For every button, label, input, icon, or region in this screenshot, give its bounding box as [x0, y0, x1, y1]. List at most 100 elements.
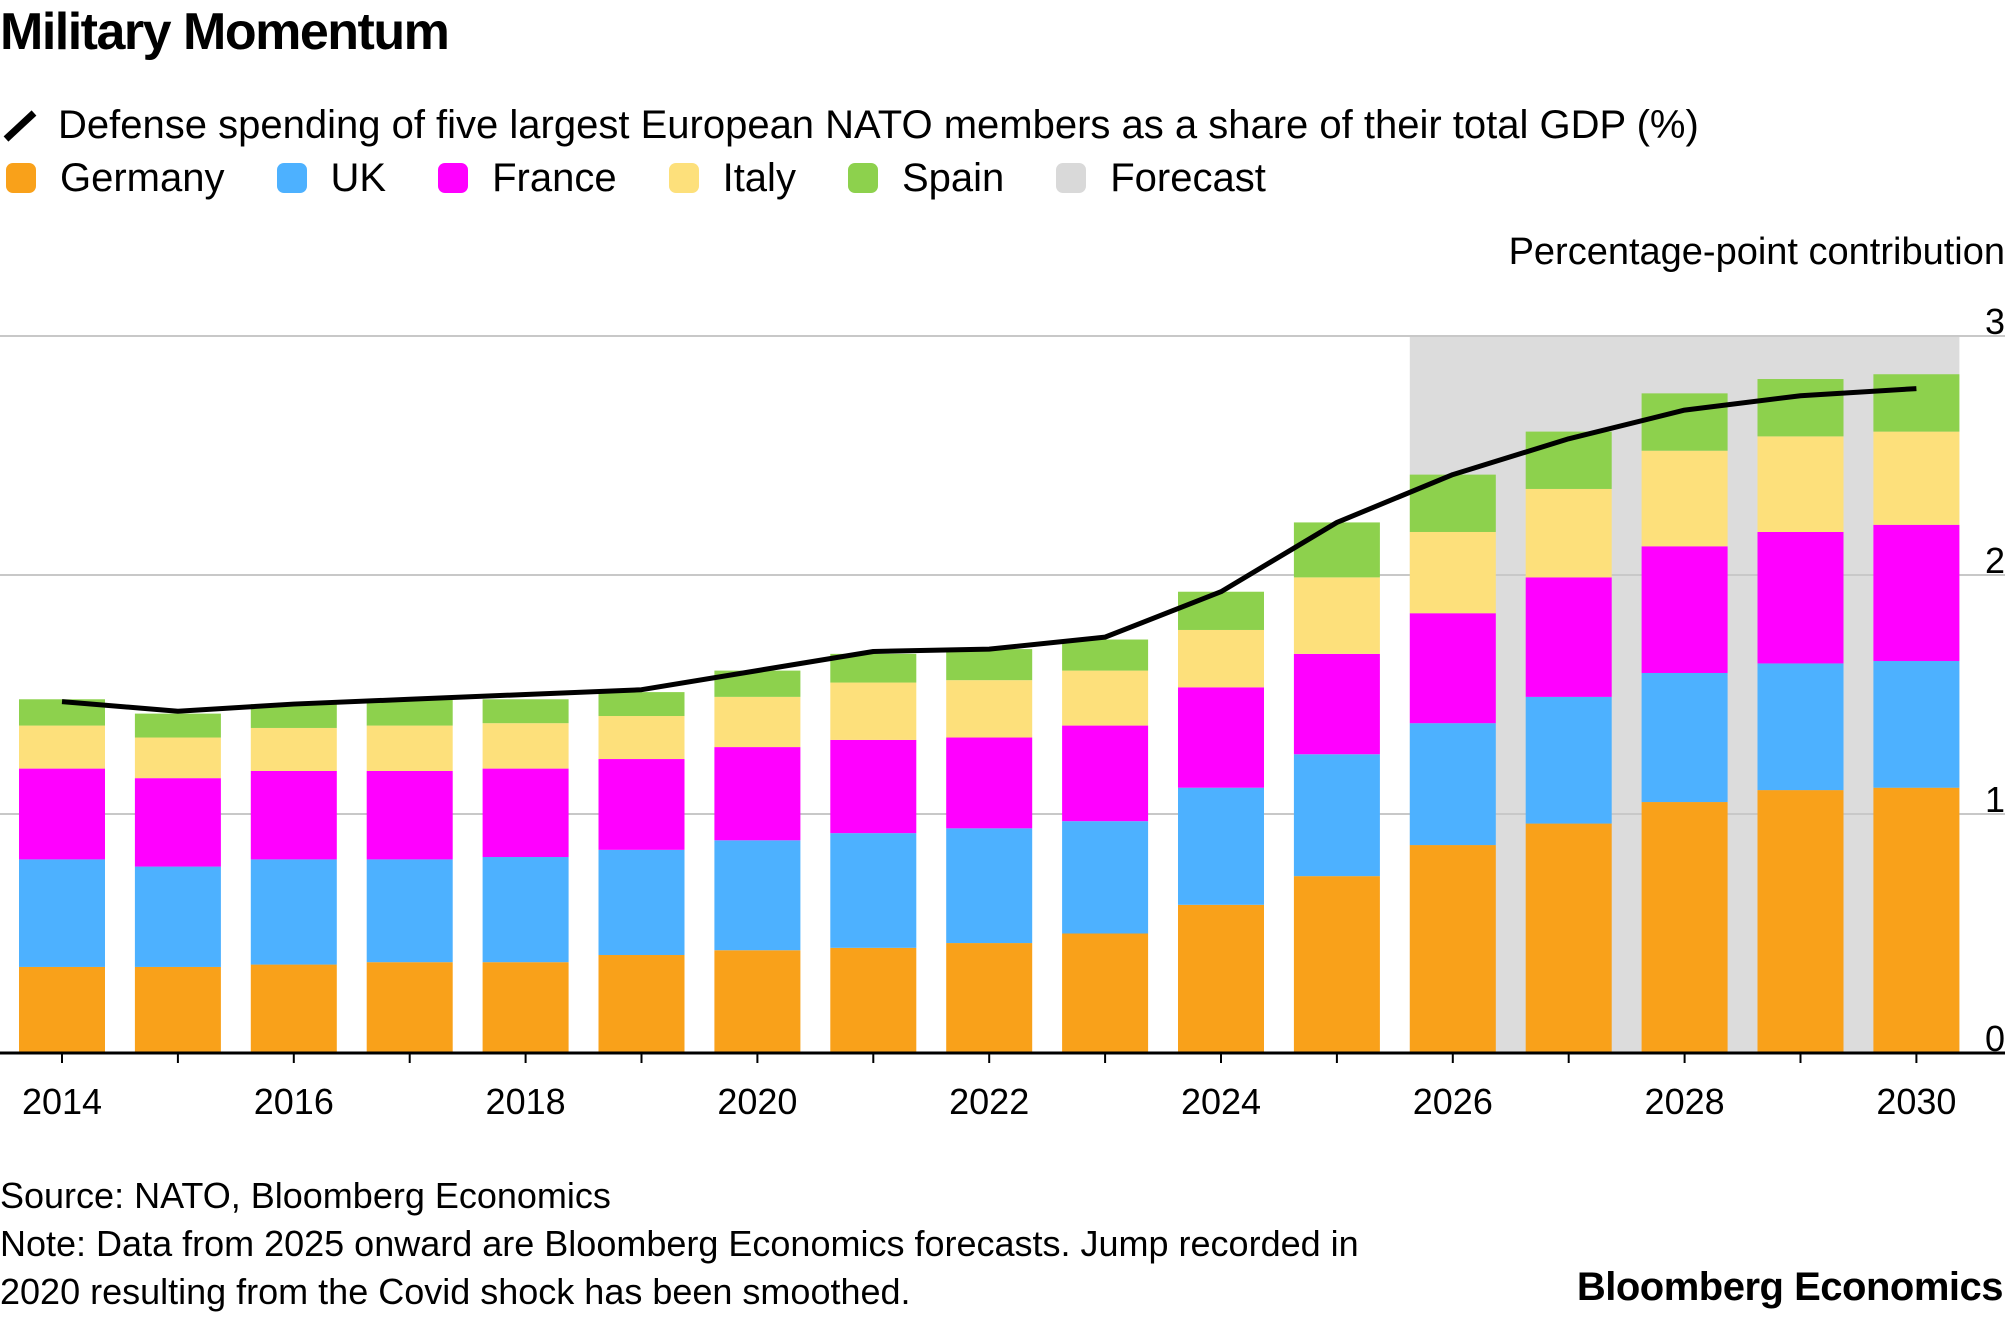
bar-segment-germany-2019: [598, 955, 685, 1053]
legend-item-forecast: Forecast: [1050, 156, 1266, 201]
bar-segment-france-2021: [830, 739, 917, 834]
bar-segment-spain-2019: [598, 692, 685, 717]
bar-segment-germany-2023: [1062, 933, 1149, 1053]
bar-segment-france-2026: [1409, 613, 1496, 724]
bar-segment-uk-2022: [946, 828, 1033, 944]
bar-segment-uk-2014: [19, 859, 105, 967]
bar-segment-italy-2015: [134, 737, 221, 779]
bar-segment-uk-2021: [830, 833, 917, 948]
bar-segment-germany-2014: [19, 966, 105, 1053]
bar-segment-france-2018: [482, 768, 569, 858]
legend-swatch-uk: [276, 163, 307, 193]
bar-segment-france-2025: [1293, 653, 1380, 755]
bar-segment-germany-2020: [714, 950, 801, 1053]
bar-segment-germany-2028: [1641, 802, 1728, 1053]
axis-labels-layer: 0 1 2 3 Percentage-point contribution 2014 201…: [22, 231, 2005, 1122]
legend-label-spain: Spain: [901, 155, 1005, 200]
source-note: Source: NATO, Bloomberg Economics: [0, 1175, 611, 1216]
bar-segment-germany-2029: [1757, 790, 1844, 1053]
bar-segment-france-2030: [1873, 524, 1960, 662]
footer: Source: NATO, Bloomberg Economics Note: …: [0, 1172, 1560, 1316]
bar-segment-italy-2020: [714, 696, 801, 748]
bar-segment-spain-2016: [250, 704, 337, 728]
bar-segment-spain-2024: [1178, 591, 1264, 630]
brand-logo-text: Bloomberg Economics: [1576, 1265, 2004, 1309]
x-tick-label-2030: 2030: [1876, 1081, 1956, 1122]
footnote-line-2: 2020 resulting from the Covid shock has …: [0, 1271, 911, 1312]
total-line-layer: [61, 386, 1917, 714]
legend-swatch-spain: [847, 163, 878, 193]
bar-segment-italy-2029: [1757, 436, 1844, 532]
bar-segment-uk-2018: [482, 857, 569, 963]
bar-segment-france-2022: [946, 737, 1033, 829]
bar-segment-italy-2016: [250, 727, 337, 771]
bar-segment-uk-2020: [714, 840, 801, 951]
bar-segment-uk-2017: [366, 859, 453, 963]
bar-segment-germany-2027: [1525, 823, 1612, 1053]
footnote-line-1: Note: Data from 2025 onward are Bloomber…: [0, 1223, 1359, 1264]
bar-segment-uk-2023: [1062, 821, 1149, 934]
bar-segment-italy-2023: [1062, 670, 1149, 726]
legend-swatch-germany: [6, 163, 36, 193]
bar-segment-italy-2017: [366, 725, 453, 771]
line-legend: Defense spending of five largest Europea…: [0, 98, 1699, 152]
bar-segment-italy-2014: [19, 725, 105, 769]
chart-title: Military Momentum: [0, 3, 450, 61]
x-tick-label-2016: 2016: [254, 1081, 334, 1122]
bar-segment-germany-2030: [1873, 787, 1960, 1053]
legend-swatch-france: [438, 163, 469, 193]
bar-segment-italy-2018: [482, 723, 569, 769]
bar-segment-france-2019: [598, 759, 685, 850]
bar-segment-germany-2022: [946, 943, 1033, 1053]
bar-segment-italy-2027: [1525, 488, 1612, 578]
bar-segment-uk-2019: [598, 849, 685, 956]
legend-item-italy: Italy: [663, 156, 796, 201]
bar-segment-uk-2027: [1525, 696, 1612, 824]
y-tick-label-1: 1: [1985, 779, 2005, 820]
x-tick-label-2020: 2020: [717, 1081, 797, 1122]
bar-segment-italy-2021: [830, 682, 917, 740]
bar-segment-italy-2024: [1178, 629, 1264, 688]
bar-segment-germany-2017: [366, 962, 453, 1053]
bar-segment-spain-2026: [1409, 474, 1496, 532]
bar-segment-france-2023: [1062, 725, 1149, 822]
bar-segment-spain-2030: [1873, 374, 1960, 432]
bar-segment-italy-2028: [1641, 450, 1728, 547]
bar-segment-uk-2028: [1641, 672, 1728, 803]
bar-segment-spain-2018: [482, 699, 569, 724]
x-tick-label-2024: 2024: [1181, 1081, 1261, 1122]
bar-segment-germany-2018: [482, 962, 569, 1053]
x-tick-label-2028: 2028: [1645, 1081, 1725, 1122]
legend-item-france: France: [432, 156, 617, 201]
x-tick-label-2014: 2014: [22, 1081, 102, 1122]
bar-segment-spain-2015: [134, 713, 221, 738]
y-tick-label-3: 3: [1985, 301, 2005, 342]
x-tick-label-2022: 2022: [949, 1081, 1029, 1122]
legend-swatch-italy: [668, 163, 699, 193]
line-legend-icon: [3, 110, 37, 142]
legend-item-uk: UK: [271, 156, 386, 201]
bar-segment-uk-2029: [1757, 663, 1844, 791]
bar-segment-italy-2026: [1409, 531, 1496, 614]
series-legend: Germany UK France Italy Spain Forecast: [0, 148, 1312, 208]
bar-segment-germany-2025: [1293, 876, 1380, 1053]
total-defense-spending-line: [61, 386, 1917, 714]
bar-segment-france-2017: [366, 770, 453, 860]
stacked-bar-chart: 0 1 2 3 Percentage-point contribution 2014 201…: [0, 231, 2005, 1122]
line-legend-label: Defense spending of five largest Europea…: [58, 103, 1699, 147]
legend-label-france: France: [492, 155, 617, 200]
bar-segment-italy-2022: [946, 680, 1033, 738]
bar-segment-spain-2028: [1641, 393, 1728, 451]
bar-segment-spain-2023: [1062, 639, 1149, 671]
bar-segment-spain-2022: [946, 649, 1033, 681]
y-tick-label-2: 2: [1985, 540, 2005, 581]
bar-segment-france-2027: [1525, 577, 1612, 697]
bar-segment-germany-2021: [830, 947, 917, 1053]
bar-segment-spain-2029: [1757, 379, 1844, 437]
bar-segment-germany-2015: [134, 966, 221, 1053]
bar-segment-france-2024: [1178, 687, 1264, 788]
legend-label-italy: Italy: [722, 155, 796, 200]
bar-segment-uk-2030: [1873, 661, 1960, 788]
bar-segment-uk-2015: [134, 866, 221, 967]
legend-swatch-forecast: [1056, 163, 1087, 193]
